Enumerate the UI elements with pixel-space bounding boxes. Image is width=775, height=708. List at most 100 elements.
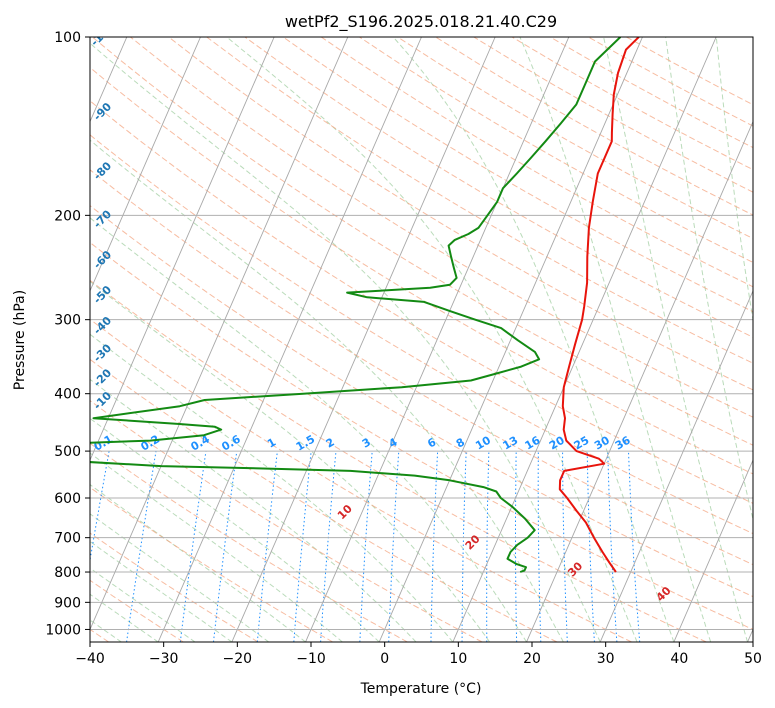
mixing-ratio-label: 30 [592,433,612,452]
mixing-ratio-line [90,451,110,563]
mixing-ratio-line [179,451,207,642]
dry-adiabat [244,37,753,338]
skewed-isotherm [526,120,753,642]
moist-adiabat [90,483,306,642]
dry-adiabat [90,486,333,642]
dry-adiabat [168,37,753,391]
moist-adiabat [90,139,564,642]
moist-adiabat [90,513,269,642]
mixing-ratio-label: 16 [523,433,543,452]
temperature-profile [558,37,640,573]
dry-adiabat [90,100,753,504]
dry-adiabat [90,241,753,630]
x-tick-label: 50 [744,651,762,667]
mixing-ratio-label: 20 [547,433,567,452]
y-tick-label: 800 [54,565,81,581]
dry-adiabat [90,442,408,642]
moist-adiabat [90,378,417,642]
mixing-ratio-label: 4 [386,435,399,450]
y-tick-label: 600 [54,491,81,507]
moist-adiabat [392,37,675,642]
moist-adiabat [90,333,454,642]
moist-adiabat [90,567,196,642]
mixing-ratio-label: 1.5 [294,433,317,454]
mixing-ratio-label: 8 [454,436,467,451]
dry-adiabat [588,37,753,127]
mixing-ratio-label: 13 [501,434,521,453]
skewed-isotherm [90,37,275,462]
moist-adiabat-label: 40 [654,584,674,604]
skewed-isotherm [90,37,349,631]
dry-adiabat [90,400,483,642]
y-axis-title: Pressure (hPa) [12,290,28,390]
mixing-ratio-line [562,451,568,642]
mixing-ratio-lines-layer [90,451,641,642]
dry-adiabat-label: -60 [91,248,114,271]
dry-adiabat-label: -30 [91,341,114,364]
dry-adiabat [549,37,753,149]
skewed-isotherm [673,459,753,642]
dry-adiabat [90,66,753,475]
mixing-ratio-line [213,451,238,642]
y-tick-label: 700 [54,531,81,547]
plot-frame [89,36,754,643]
moist-adiabat-label: 30 [565,559,585,579]
y-tick-label: 400 [54,387,81,403]
mixing-ratio-label: 0.6 [219,432,243,453]
moist-adiabat [603,37,748,642]
moist-adiabat [90,540,233,642]
moist-adiabat [90,417,380,642]
dry-adiabat [130,37,753,418]
y-tick-label: 1000 [45,622,81,638]
chart-title: wetPf2_S196.2025.018.21.40.C29 [285,12,557,32]
dry-adiabat [320,37,753,288]
dry-adiabat [511,37,753,171]
moist-adiabat-label: 10 [335,502,355,522]
dry-adiabat [90,358,558,642]
skewed-isotherm [599,289,753,642]
y-tick-label: 900 [54,595,81,611]
moist-adiabat [90,593,159,642]
x-tick-label: −30 [149,651,179,667]
dry-adiabat [90,532,259,642]
skewed-isotherm [90,37,201,293]
dry-adiabat-label: -70 [91,207,114,230]
profiles-layer [90,37,640,573]
dry-adiabat [473,37,753,193]
x-tick-label: 20 [523,651,541,667]
dry-adiabat [359,37,753,264]
skewed-isotherms-layer [90,37,753,642]
dry-adiabat-label: -100 [88,20,117,49]
mixing-ratio-line [586,451,595,642]
dry-adiabat [90,579,184,642]
mixing-ratio-label: 2 [324,436,337,451]
x-tick-label: 40 [670,651,688,667]
dry-adiabat-label: -80 [91,159,114,182]
x-tick-label: −20 [223,651,253,667]
skewed-isotherm [452,37,717,642]
moist-adiabat [665,37,753,522]
x-tick-label: 30 [597,651,615,667]
mixing-ratio-label: 3 [360,436,373,451]
y-tick-label: 100 [54,30,81,46]
x-tick-label: 0 [380,651,389,667]
mixing-ratio-line [430,451,439,642]
moist-adiabat [90,452,343,642]
dry-adiabat-label: -40 [91,314,114,337]
x-tick-label: −10 [296,651,326,667]
mixing-ratio-line [486,451,490,642]
mixing-ratio-label: 1 [265,436,278,451]
moist-adiabat [715,37,753,323]
mixing-ratio-line [628,451,641,642]
moist-adiabats-layer [90,37,753,642]
dry-adiabat [90,279,707,642]
y-tick-label: 500 [54,444,81,460]
y-tick-label: 200 [54,208,81,224]
moist-adiabat [90,280,491,642]
skewed-isotherm [378,37,643,642]
x-tick-label: 10 [449,651,467,667]
pressure-grid-layer [90,37,753,630]
mixing-ratio-line [256,451,278,642]
plot-area: -100 -90 -80 -70 -60 -50 -40 -30-20-10 10 20 30 40 0… [88,20,753,642]
